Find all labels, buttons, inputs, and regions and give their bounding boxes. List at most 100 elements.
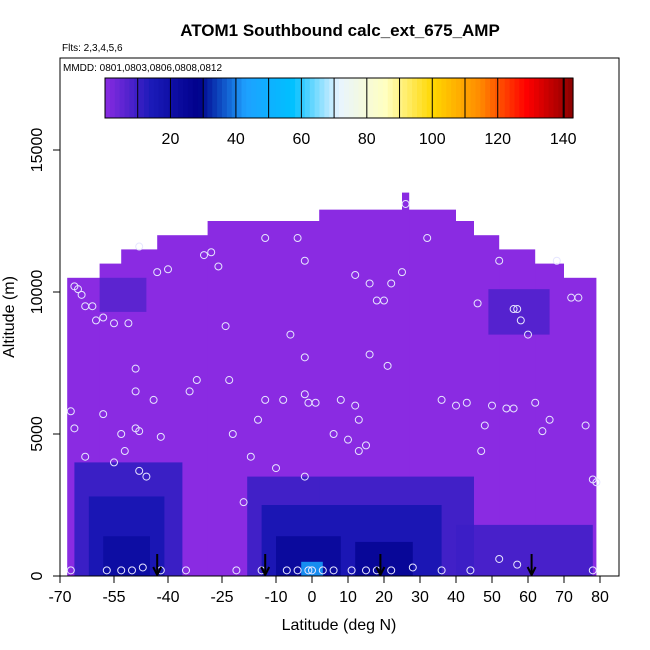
colorbar-segment	[343, 78, 350, 118]
x-tick-label: -25	[210, 589, 233, 606]
colorbar-segment	[261, 78, 267, 118]
sample-point	[142, 472, 151, 481]
sample-point	[124, 319, 133, 328]
sample-point	[524, 330, 532, 339]
colorbar-segment	[158, 78, 165, 118]
sample-point	[66, 407, 75, 416]
colorbar-segment	[168, 78, 174, 118]
sample-point	[362, 441, 370, 450]
x-tick-label: 60	[519, 589, 537, 606]
colorbar-segment	[509, 78, 516, 118]
colorbar-segment	[202, 78, 208, 118]
colorbar-segment	[387, 78, 394, 118]
sample-point	[99, 410, 108, 419]
sample-point	[156, 432, 165, 441]
colorbar-segment	[275, 78, 282, 118]
sample-point	[110, 319, 118, 328]
sample-points-layer	[66, 199, 601, 575]
colorbar-segment	[226, 78, 233, 118]
colorbar-segment	[178, 78, 184, 118]
colorbar-segment	[499, 78, 506, 118]
heat-cell-8	[456, 524, 593, 576]
sample-point	[480, 421, 489, 430]
sample-point	[437, 395, 446, 404]
sample-point	[473, 299, 482, 308]
colorbar-segment	[568, 78, 574, 118]
sample-point	[538, 427, 547, 436]
colorbar-segment	[490, 78, 496, 118]
colorbar-segment	[392, 78, 399, 118]
sample-point	[344, 435, 352, 444]
sample-point	[351, 401, 360, 410]
colorbar-segment	[456, 78, 462, 118]
plot-frame	[59, 57, 620, 577]
colorbar-segment	[534, 78, 540, 118]
colorbar-segment	[197, 78, 204, 118]
x-axis-label: Latitude (deg N)	[282, 617, 397, 634]
colorbar-segment	[183, 78, 189, 118]
sample-point	[102, 566, 111, 575]
colorbar-segment	[217, 78, 223, 118]
colorbar-segment	[280, 78, 286, 118]
sample-point	[329, 566, 338, 575]
colorbar-segment	[256, 78, 262, 118]
sample-point	[261, 395, 270, 404]
colorbar-segment	[324, 78, 330, 118]
colorbar-segment	[382, 78, 389, 118]
chart-title: ATOM1 Southbound calc_ext_675_AMP	[180, 21, 500, 40]
colorbar-segment	[373, 78, 379, 118]
sample-point	[466, 566, 475, 575]
sample-point	[477, 447, 486, 456]
colorbar-segment	[431, 78, 438, 118]
sample-point	[185, 387, 194, 396]
colorbar-segment	[270, 78, 277, 118]
sample-point	[135, 466, 144, 475]
sample-point	[192, 376, 201, 385]
sample-point	[232, 566, 241, 575]
colorbar-tick-label: 60	[292, 131, 310, 148]
colorbar-segment	[231, 78, 238, 118]
colorbar-tick-label: 40	[227, 131, 245, 148]
y-axis-label: Altitude (m)	[1, 276, 18, 358]
colorbar-segment	[519, 78, 525, 118]
colorbar-segment	[314, 78, 321, 118]
colorbar-segment	[402, 78, 408, 118]
colorbar-segment	[548, 78, 555, 118]
x-tick-label: -10	[264, 589, 287, 606]
colorbar-segment	[397, 78, 403, 118]
colorbar-segment	[470, 78, 477, 118]
x-tick-label: -40	[156, 589, 179, 606]
colorbar-segment	[251, 78, 257, 118]
sample-point	[351, 270, 360, 279]
sample-point	[588, 566, 597, 575]
sample-point	[462, 398, 471, 407]
sample-point	[574, 293, 583, 302]
sample-point	[552, 256, 561, 265]
sample-point	[509, 404, 518, 413]
sample-point	[365, 279, 374, 288]
colorbar-segment	[368, 78, 374, 118]
x-tick-label: 10	[339, 589, 357, 606]
sample-point	[513, 305, 522, 314]
sample-point	[387, 566, 396, 575]
sample-point	[304, 566, 313, 575]
sample-point	[362, 566, 370, 575]
x-tick-label: 80	[591, 589, 609, 606]
down-arrow-icon	[526, 554, 537, 576]
colorbar-segment	[553, 78, 559, 118]
colorbar-segment	[485, 78, 491, 118]
sample-point	[300, 256, 309, 265]
colorbar-segment	[222, 78, 228, 118]
y-tick-label: 5000	[29, 416, 46, 452]
colorbar-segment	[300, 78, 306, 118]
colorbar-segment	[295, 78, 301, 118]
sample-point	[70, 282, 79, 291]
colorbar-segment	[480, 78, 486, 118]
sample-point	[282, 566, 291, 575]
colorbar-segment	[114, 78, 121, 118]
x-tick-label: 70	[555, 589, 573, 606]
sample-point	[70, 424, 79, 433]
colorbar-tick-label: 140	[550, 131, 577, 148]
colorbar-segment	[163, 78, 169, 118]
